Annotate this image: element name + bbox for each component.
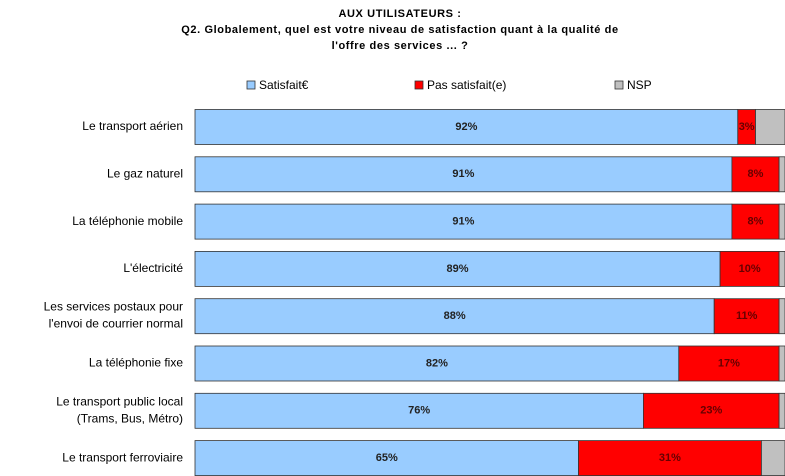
y-tick-label: Le transport public local (Trams, Bus, Mé… (56, 394, 183, 425)
legend-label: NSP (627, 78, 652, 92)
data-label: 23% (700, 405, 722, 417)
bar-segment (578, 440, 762, 476)
bar-segment (778, 250, 785, 287)
data-label: 17% (718, 357, 740, 369)
data-label: 8% (748, 168, 764, 180)
chart-subtitle: Q2. Globalement, quel est votre niveau d… (181, 24, 618, 52)
y-tick-label: Le transport ferroviaire (62, 450, 183, 464)
data-label: 76% (408, 405, 430, 417)
data-label: 92% (455, 121, 477, 133)
legend-swatch (614, 80, 624, 90)
data-label: 91% (452, 216, 474, 228)
y-tick-label: Le gaz naturel (107, 166, 183, 180)
y-tick-label: Les services postaux pour l'envoi de cour… (44, 300, 183, 331)
bar-segment (643, 392, 780, 429)
bar-segment (778, 345, 785, 382)
bar-segment (778, 392, 785, 429)
data-label: 89% (447, 263, 469, 275)
bar-segment (194, 345, 680, 382)
y-tick-label: Le transport aérien (82, 119, 183, 133)
data-label: 3% (739, 121, 755, 133)
legend-label: Pas satisfait(e) (427, 78, 506, 92)
bar-segment (731, 156, 780, 193)
data-label: 82% (426, 357, 448, 369)
bar-segment (755, 109, 785, 145)
y-tick-label: La téléphonie mobile (72, 214, 183, 228)
bar-segment (194, 250, 721, 287)
bar-segment (778, 203, 785, 240)
bar-segment (778, 156, 785, 193)
bar-segment (731, 203, 780, 240)
data-label: 11% (736, 310, 758, 322)
chart-title: AUX UTILISATEURS : (338, 8, 461, 20)
data-label: 88% (444, 310, 466, 322)
data-label: 31% (659, 452, 681, 464)
data-label: 91% (452, 168, 474, 180)
legend-swatch (414, 80, 424, 90)
data-label: 65% (376, 452, 398, 464)
bar-segment (194, 156, 733, 193)
bar-segment (678, 345, 780, 382)
legend-swatch (246, 80, 256, 90)
bar-segment (194, 203, 733, 240)
data-label: 8% (748, 216, 764, 228)
bar-segment (778, 298, 785, 335)
data-label: 10% (739, 263, 761, 275)
bar-segment (194, 392, 644, 429)
bar-segment (713, 298, 780, 335)
bar-segment (194, 440, 579, 476)
y-tick-label: La téléphonie fixe (89, 356, 183, 370)
legend-label: Satisfait€ (259, 78, 309, 92)
bar-segment (194, 298, 715, 335)
bar-segment (194, 109, 739, 145)
bar-segment (761, 440, 785, 476)
y-tick-label: L'électricité (123, 261, 183, 275)
